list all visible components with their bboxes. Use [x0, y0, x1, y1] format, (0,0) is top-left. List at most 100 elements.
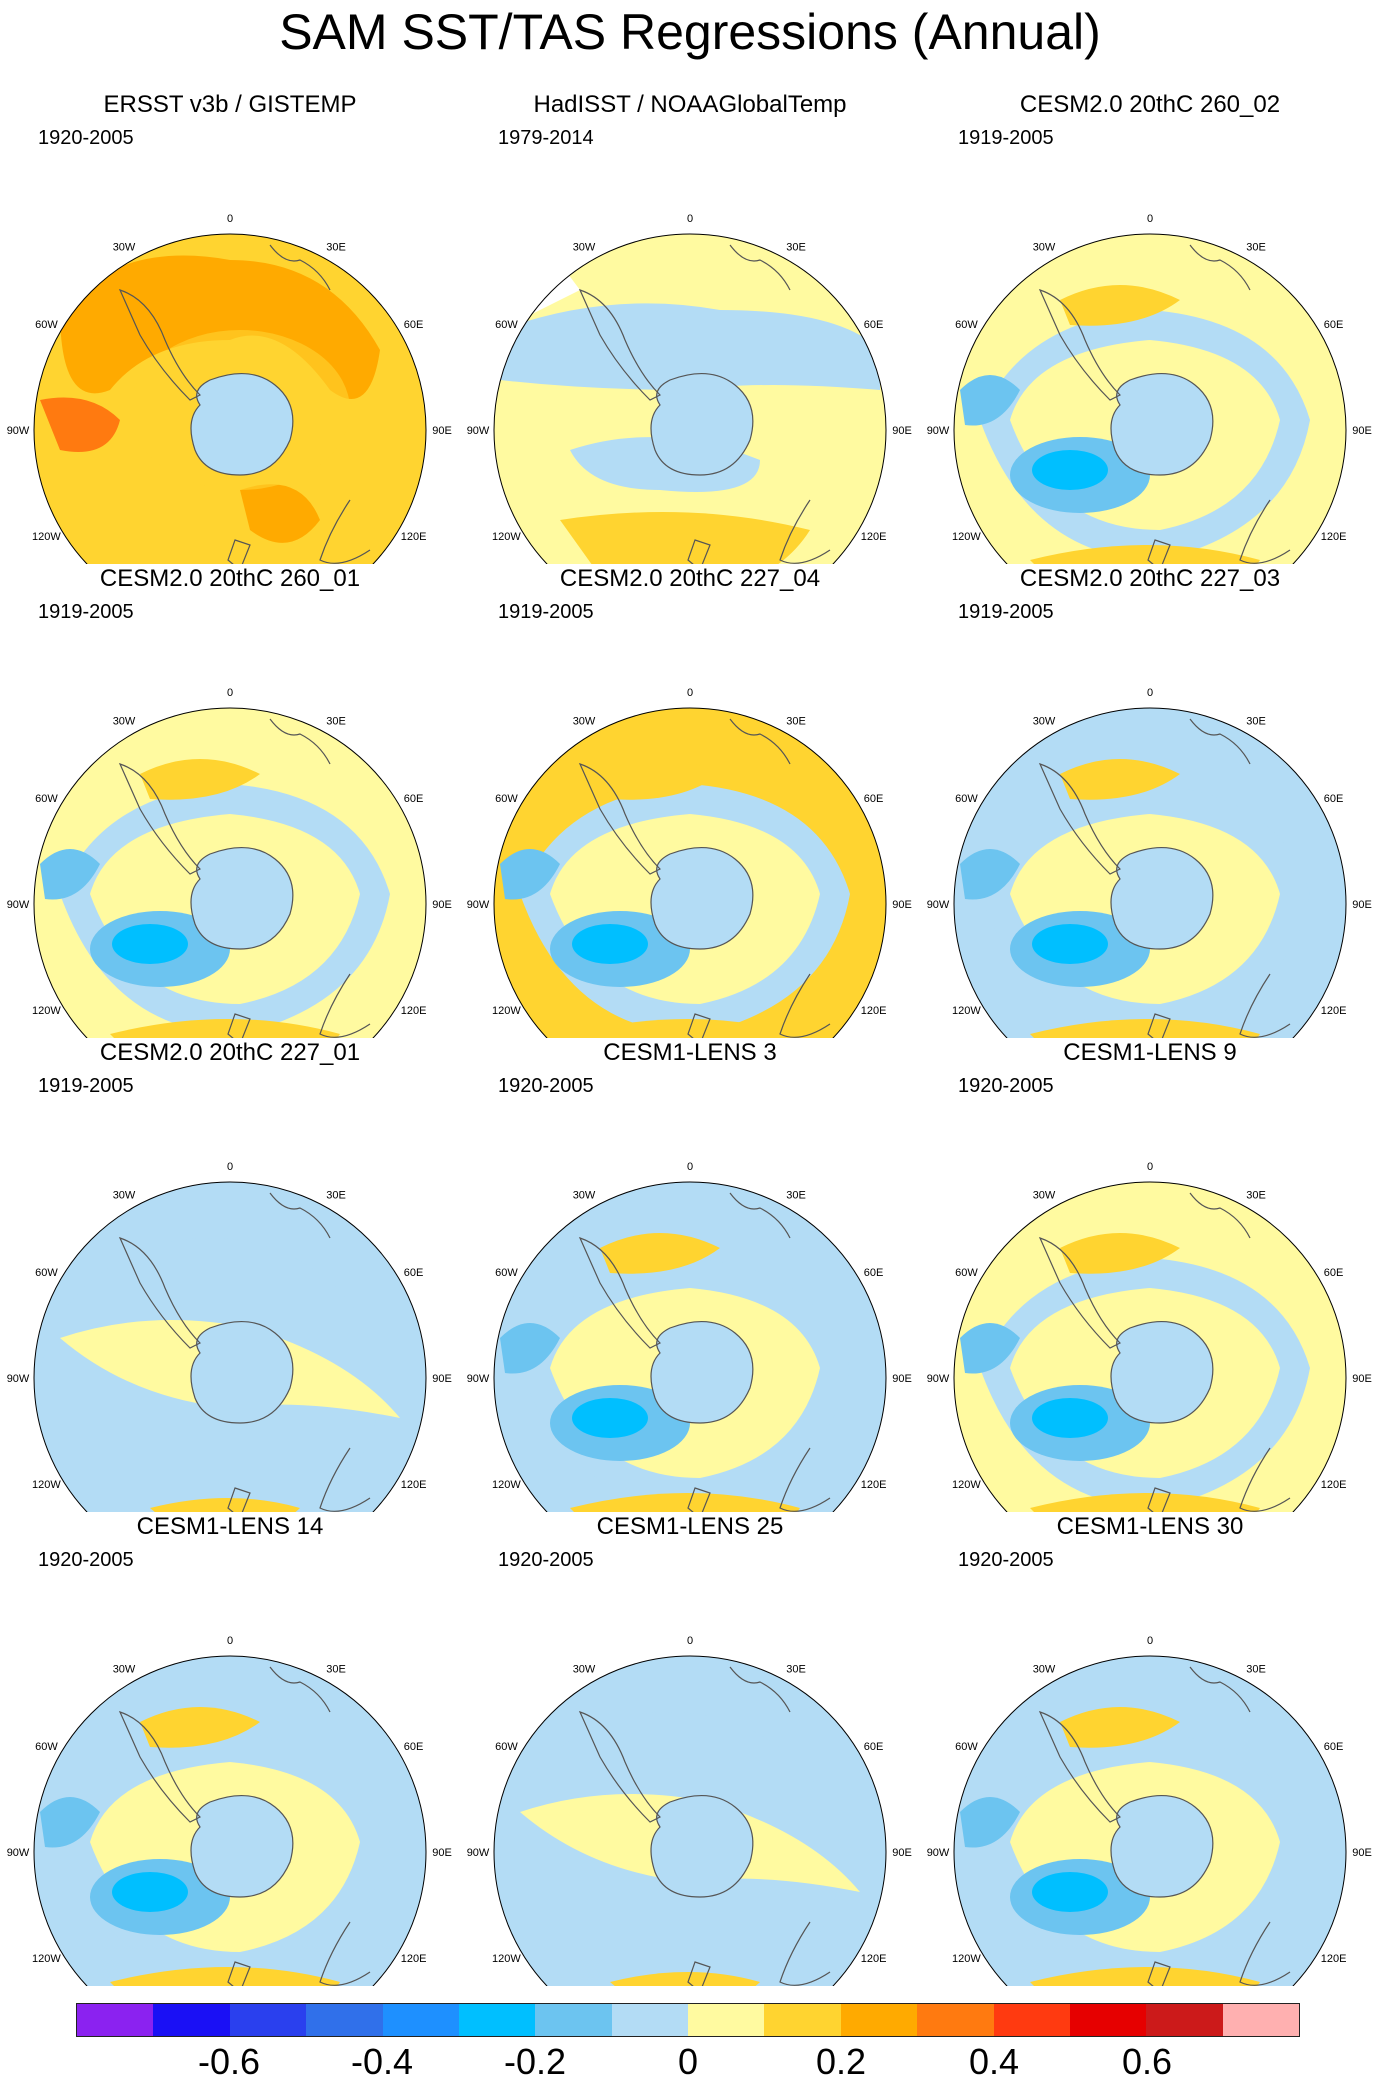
- panel-title: CESM1-LENS 14: [136, 1513, 324, 1540]
- new-zealand-coast: [687, 1013, 711, 1038]
- warm-anomaly: [40, 397, 120, 452]
- south-america-coast: [1038, 762, 1122, 875]
- longitude-label: 120W: [952, 1479, 981, 1491]
- panel-period: 1919-2005: [958, 127, 1054, 149]
- longitude-label: 120E: [401, 531, 427, 543]
- antarctica: [190, 372, 294, 476]
- australia-coast: [319, 1447, 371, 1512]
- south-america-coast: [118, 1710, 202, 1823]
- longitude-label: 30E: [786, 1663, 806, 1675]
- longitude-label: 30E: [326, 715, 346, 727]
- longitude-label: 120W: [952, 1953, 981, 1965]
- warm-anomaly: [1060, 759, 1180, 800]
- map-panel: 030E60E90E120E150E180150W120W90W60W30WCE…: [0, 1512, 460, 1986]
- new-zealand-coast: [227, 1487, 251, 1512]
- longitude-label: 90W: [7, 1373, 30, 1385]
- colorbar-swatch: [1069, 2004, 1147, 2036]
- longitude-label: 60W: [955, 793, 978, 805]
- colorbar-swatch: [382, 2004, 459, 2036]
- cool-anomaly: [500, 849, 560, 900]
- warm-anomaly: [1060, 285, 1180, 326]
- longitude-label: 90E: [892, 1373, 912, 1385]
- new-zealand-coast: [1147, 1013, 1171, 1038]
- longitude-label: 90E: [1352, 1847, 1372, 1859]
- longitude-label: 30E: [1246, 1189, 1266, 1201]
- panel-title: CESM2.0 20thC 227_04: [559, 565, 821, 592]
- longitude-label: 0: [227, 1635, 233, 1647]
- africa-coast: [1189, 1192, 1251, 1239]
- colorbar: [76, 2003, 1300, 2037]
- polar-map: 030E60E90E120E150E180150W120W90W60W30W: [7, 213, 452, 564]
- longitude-label: 90E: [892, 899, 912, 911]
- africa-coast: [269, 718, 331, 765]
- longitude-label: 0: [227, 213, 233, 225]
- longitude-label: 60E: [1324, 793, 1344, 805]
- panel-period: 1920-2005: [958, 1549, 1054, 1571]
- map-panel: 030E60E90E120E150E180150W120W90W60W30WCE…: [920, 564, 1380, 1038]
- longitude-label: 30E: [326, 241, 346, 253]
- map-border: [953, 1181, 1347, 1512]
- cool-core: [1032, 1398, 1108, 1438]
- south-america-coast: [578, 288, 662, 401]
- map-border: [953, 233, 1347, 564]
- longitude-label: 60E: [1324, 1267, 1344, 1279]
- colorbar-swatch: [688, 2004, 765, 2036]
- longitude-label: 60W: [495, 1267, 518, 1279]
- longitude-label: 120W: [492, 1005, 521, 1017]
- longitude-label: 60W: [495, 1741, 518, 1753]
- colorbar-swatch: [840, 2004, 918, 2036]
- south-america-coast: [118, 288, 202, 401]
- longitude-label: 30W: [113, 1189, 136, 1201]
- south-america-coast: [578, 1236, 662, 1349]
- contour-field: [494, 1182, 886, 1512]
- longitude-label: 90W: [7, 1847, 30, 1859]
- panel-period: 1920-2005: [498, 1075, 594, 1097]
- longitude-label: 60W: [955, 1267, 978, 1279]
- australia-coast: [319, 973, 371, 1038]
- warm-anomaly: [140, 759, 260, 800]
- colorbar-swatch: [764, 2004, 841, 2036]
- colorbar-tick-label: 0: [677, 2041, 699, 2082]
- australia-coast: [319, 499, 371, 564]
- cool-anomaly: [40, 1797, 100, 1848]
- longitude-label: 0: [1147, 1635, 1153, 1647]
- longitude-label: 30E: [786, 241, 806, 253]
- longitude-label: 30E: [786, 715, 806, 727]
- south-america-coast: [1038, 1236, 1122, 1349]
- longitude-label: 90E: [892, 1847, 912, 1859]
- map-border: [33, 707, 427, 1038]
- longitude-label: 0: [1147, 213, 1153, 225]
- longitude-label: 60W: [495, 319, 518, 331]
- australia-coast: [779, 1447, 831, 1512]
- map-border: [493, 707, 887, 1038]
- cool-anomaly: [960, 1797, 1020, 1848]
- panel-period: 1920-2005: [38, 127, 134, 149]
- longitude-label: 30W: [1033, 241, 1056, 253]
- map-border: [493, 1655, 887, 1986]
- warm-anomaly: [1060, 1233, 1180, 1274]
- south-america-coast: [1038, 288, 1122, 401]
- panel-title: CESM1-LENS 25: [596, 1513, 784, 1540]
- panel-title: CESM2.0 20thC 260_02: [1019, 91, 1281, 118]
- longitude-label: 60E: [1324, 319, 1344, 331]
- longitude-label: 90W: [927, 425, 950, 437]
- polar-map: 030E60E90E120E150E180150W120W90W60W30W: [927, 1161, 1372, 1512]
- longitude-label: 0: [687, 687, 693, 699]
- longitude-label: 30W: [113, 715, 136, 727]
- south-america-coast: [1038, 1710, 1122, 1823]
- colorbar-tick-label: -0.4: [350, 2041, 414, 2082]
- new-zealand-coast: [687, 1487, 711, 1512]
- panel-title: CESM1-LENS 9: [1063, 1039, 1237, 1066]
- australia-coast: [319, 1921, 371, 1986]
- antarctica: [1110, 1794, 1214, 1898]
- map-panel: 030E60E90E120E150E180150W120W90W60W30WCE…: [0, 1038, 460, 1512]
- longitude-label: 30W: [113, 1663, 136, 1675]
- africa-coast: [1189, 244, 1251, 291]
- cool-anomaly: [960, 849, 1020, 900]
- colorbar-tick-label: -0.2: [503, 2041, 567, 2082]
- panel-title: ERSST v3b / GISTEMP: [103, 91, 357, 118]
- antarctica: [190, 1320, 294, 1424]
- map-panel: 030E60E90E120E150E180150W120W90W60W30WCE…: [920, 1512, 1380, 1986]
- polar-map: 030E60E90E120E150E180150W120W90W60W30W: [467, 1635, 912, 1986]
- longitude-label: 90E: [1352, 899, 1372, 911]
